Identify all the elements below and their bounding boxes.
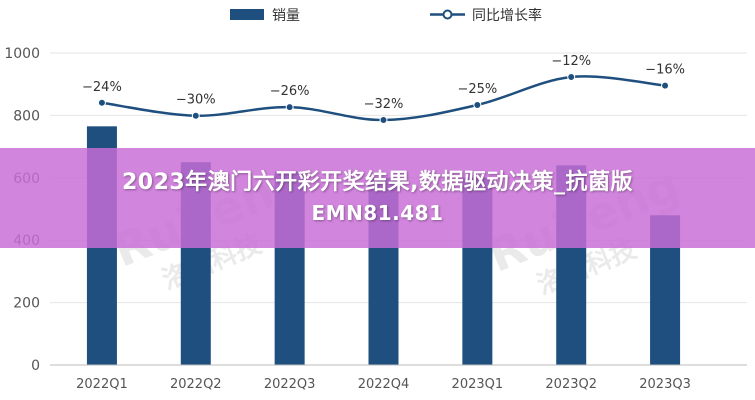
growth-point-2023Q3	[661, 81, 670, 90]
growth-label: −32%	[364, 97, 404, 112]
x-axis: 2022Q1 2022Q2 2022Q3 2022Q4 2023Q1 2023Q2 2023…	[50, 364, 747, 392]
y-tick-label: 1000	[4, 46, 40, 62]
x-tick-label: 2022Q4	[358, 377, 410, 392]
growth-point-2023Q1	[473, 100, 482, 109]
x-tick-label: 2023Q1	[452, 377, 504, 392]
growth-point-2022Q3	[285, 103, 294, 112]
growth-point-2022Q1	[97, 98, 106, 107]
growth-point-2023Q2	[567, 73, 576, 81]
x-tick-label: 2023Q3	[639, 377, 691, 392]
y-tick-label: 200	[13, 296, 40, 312]
line-series: −24% −30% −26% −32% −25% −12% −16%	[82, 54, 685, 124]
legend: 销量 同比增长率	[230, 7, 542, 24]
legend-line-label: 同比增长率	[472, 7, 542, 24]
x-tick-label: 2023Q2	[545, 377, 597, 392]
overlay-banner: 2023年澳门六开彩开奖结果,数据驱动决策_抗菌版 EMN81.481	[0, 148, 755, 248]
x-tick-label: 2022Q1	[76, 377, 128, 392]
banner-code: EMN81.481	[311, 201, 444, 225]
y-tick-label: 800	[13, 108, 40, 124]
growth-label: −24%	[82, 80, 122, 95]
legend-bar-label: 销量	[272, 8, 300, 24]
y-tick-label: 0	[31, 358, 40, 374]
legend-bar-swatch	[230, 9, 264, 20]
x-tick-label: 2022Q3	[264, 377, 316, 392]
x-tick-label: 2022Q2	[170, 377, 222, 392]
growth-point-2022Q4	[379, 116, 388, 124]
growth-label: −25%	[457, 82, 497, 97]
growth-label: −26%	[270, 84, 310, 99]
growth-label: −30%	[176, 93, 216, 108]
growth-point-2022Q2	[191, 111, 200, 120]
growth-label: −12%	[551, 54, 591, 69]
growth-label: −16%	[645, 63, 685, 78]
banner-title: 2023年澳门六开彩开奖结果,数据驱动决策_抗菌版	[121, 170, 634, 195]
legend-line-marker	[442, 9, 453, 20]
